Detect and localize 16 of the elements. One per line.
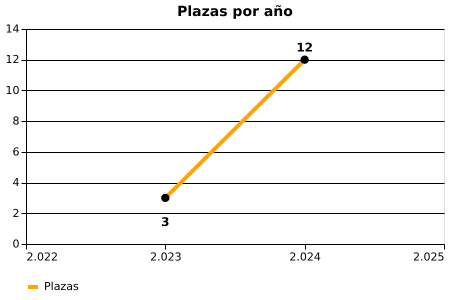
- x-tick-label: 2.024: [289, 250, 321, 264]
- y-tick-label: 12: [6, 53, 20, 66]
- x-tick-label: 2.022: [26, 250, 58, 264]
- y-tick-label: 2: [12, 206, 20, 220]
- y-tick-label: 8: [12, 114, 20, 128]
- legend-label: Plazas: [44, 280, 79, 293]
- y-tick-label: 6: [12, 145, 20, 158]
- x-tick-label: 2.023: [150, 250, 182, 264]
- y-tick-label: 14: [6, 22, 20, 36]
- y-tick-label: 0: [12, 238, 20, 250]
- data-label: 12: [296, 40, 314, 55]
- x-tick-label: 2.025: [413, 250, 444, 264]
- y-tick-label: 10: [6, 84, 20, 97]
- chart-title: Plazas por año: [177, 4, 294, 20]
- y-tick-label: 4: [12, 176, 20, 190]
- data-label: 3: [161, 214, 170, 229]
